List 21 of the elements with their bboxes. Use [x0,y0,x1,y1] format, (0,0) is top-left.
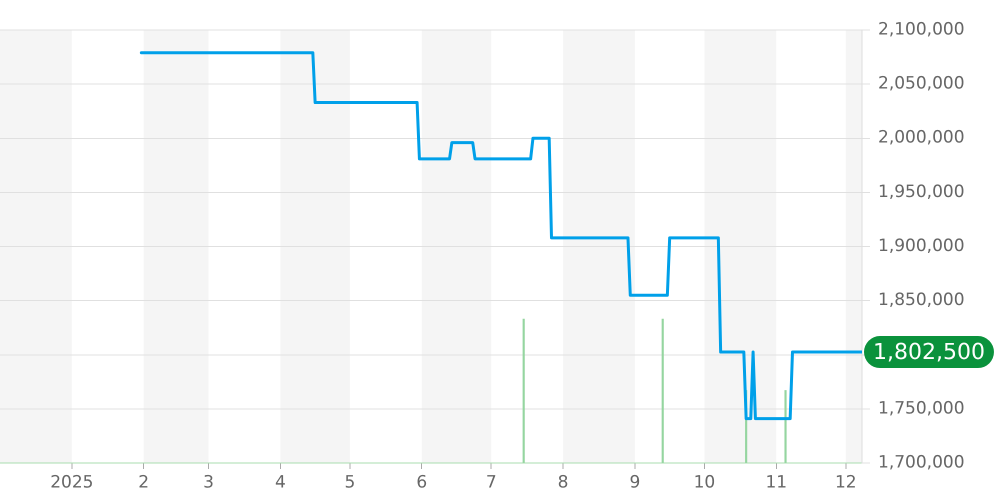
y-tick-label: 2,100,000 [878,19,965,40]
x-tick-label: 3 [203,472,214,493]
y-tick-label: 2,000,000 [878,128,965,148]
x-tick-label: 9 [630,472,640,493]
x-tick-label: 11 [765,472,788,493]
x-tick-label: 5 [344,472,356,493]
y-tick-label: 1,900,000 [878,236,965,256]
x-tick-label: 4 [274,472,286,493]
x-tick-label: 8 [558,472,568,493]
x-tick-label: 10 [694,472,716,493]
y-tick-label: 1,850,000 [878,290,965,310]
x-tick-label: 2025 [50,472,94,493]
annotation: 1,802,500 [873,340,985,365]
x-tick-label: 6 [416,472,428,493]
y-tick-label: 1,950,000 [878,182,965,202]
x-tick-label: 2 [138,472,150,493]
y-tick-label: 1,700,000 [878,452,965,472]
x-tick-label: 12 [834,472,857,493]
y-tick-label: 2,050,000 [878,74,965,94]
y-tick-label: 1,750,000 [878,398,965,418]
x-tick-label: 7 [486,472,497,493]
